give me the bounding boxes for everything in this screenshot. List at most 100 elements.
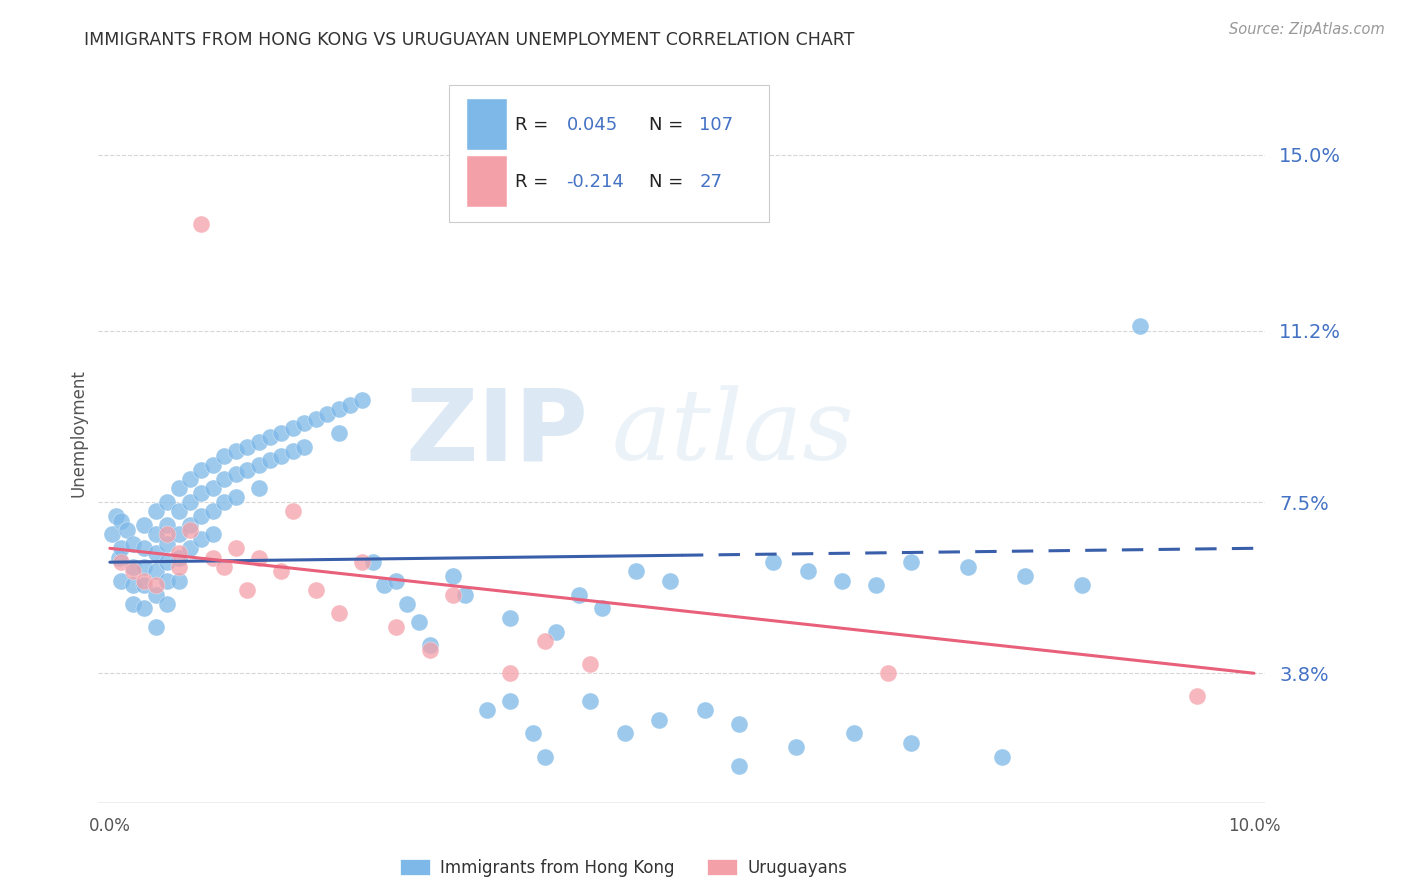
Point — [533, 749, 555, 764]
Point — [477, 703, 499, 717]
Point — [167, 546, 190, 560]
Point — [179, 518, 201, 533]
Point — [214, 472, 236, 486]
Point — [385, 620, 408, 634]
Text: N =: N = — [650, 173, 689, 191]
Point — [110, 574, 132, 588]
Point — [201, 481, 224, 495]
Text: N =: N = — [650, 116, 689, 134]
Point — [281, 504, 304, 518]
Text: IMMIGRANTS FROM HONG KONG VS URUGUAYAN UNEMPLOYMENT CORRELATION CHART: IMMIGRANTS FROM HONG KONG VS URUGUAYAN U… — [84, 31, 855, 49]
Point — [292, 417, 315, 431]
Point — [316, 407, 339, 421]
Point — [190, 485, 212, 500]
Point — [613, 726, 636, 740]
Point — [259, 453, 281, 467]
Point — [110, 541, 132, 556]
Point — [328, 425, 350, 440]
Point — [339, 398, 361, 412]
Point — [115, 523, 138, 537]
Point — [419, 643, 441, 657]
Point — [270, 449, 292, 463]
Point — [156, 518, 179, 533]
Point — [104, 508, 127, 523]
Point — [190, 218, 212, 232]
Point — [991, 749, 1014, 764]
Point — [236, 440, 259, 454]
Point — [1128, 319, 1150, 334]
Point — [214, 449, 236, 463]
Point — [156, 495, 179, 509]
Point — [441, 569, 464, 583]
Point — [659, 574, 682, 588]
Point — [156, 597, 179, 611]
Point — [831, 574, 853, 588]
Point — [225, 541, 247, 556]
Text: -0.214: -0.214 — [567, 173, 624, 191]
Point — [156, 527, 179, 541]
Point — [201, 550, 224, 565]
Point — [350, 393, 373, 408]
Point — [167, 527, 190, 541]
Point — [419, 639, 441, 653]
Point — [121, 578, 143, 592]
Point — [305, 582, 328, 597]
FancyBboxPatch shape — [449, 85, 769, 221]
Point — [328, 402, 350, 417]
Text: atlas: atlas — [612, 385, 855, 480]
Point — [179, 495, 201, 509]
Text: R =: R = — [515, 173, 554, 191]
Point — [145, 565, 167, 579]
Point — [145, 546, 167, 560]
Point — [499, 666, 522, 681]
Point — [190, 508, 212, 523]
FancyBboxPatch shape — [467, 99, 508, 150]
Point — [134, 559, 156, 574]
Point — [179, 541, 201, 556]
Point — [145, 504, 167, 518]
Point — [247, 550, 270, 565]
Point — [167, 574, 190, 588]
Point — [225, 467, 247, 482]
Point — [361, 555, 384, 569]
Point — [247, 481, 270, 495]
Point — [385, 574, 408, 588]
Point — [201, 527, 224, 541]
Point — [190, 462, 212, 476]
Point — [110, 514, 132, 528]
Point — [145, 588, 167, 602]
Point — [134, 574, 156, 588]
Point — [1071, 578, 1094, 592]
Text: R =: R = — [515, 116, 554, 134]
Point — [876, 666, 898, 681]
Text: 27: 27 — [699, 173, 723, 191]
Point — [134, 578, 156, 592]
Point — [441, 588, 464, 602]
Point — [167, 550, 190, 565]
Point — [156, 555, 179, 569]
Point — [499, 694, 522, 708]
Point — [134, 541, 156, 556]
Point — [134, 518, 156, 533]
Point — [328, 606, 350, 620]
Point — [270, 565, 292, 579]
Point — [648, 713, 671, 727]
Point — [156, 536, 179, 550]
Point — [453, 588, 475, 602]
Point — [900, 555, 922, 569]
Point — [1014, 569, 1036, 583]
Point — [785, 740, 807, 755]
Point — [373, 578, 395, 592]
Point — [145, 620, 167, 634]
Point — [190, 532, 212, 546]
Point — [134, 601, 156, 615]
Point — [121, 565, 143, 579]
Point — [214, 495, 236, 509]
Legend: Immigrants from Hong Kong, Uruguayans: Immigrants from Hong Kong, Uruguayans — [394, 852, 853, 883]
Point — [121, 559, 143, 574]
Y-axis label: Unemployment: Unemployment — [69, 368, 87, 497]
Text: ZIP: ZIP — [406, 384, 589, 481]
Point — [179, 472, 201, 486]
Point — [522, 726, 544, 740]
Point — [305, 411, 328, 425]
